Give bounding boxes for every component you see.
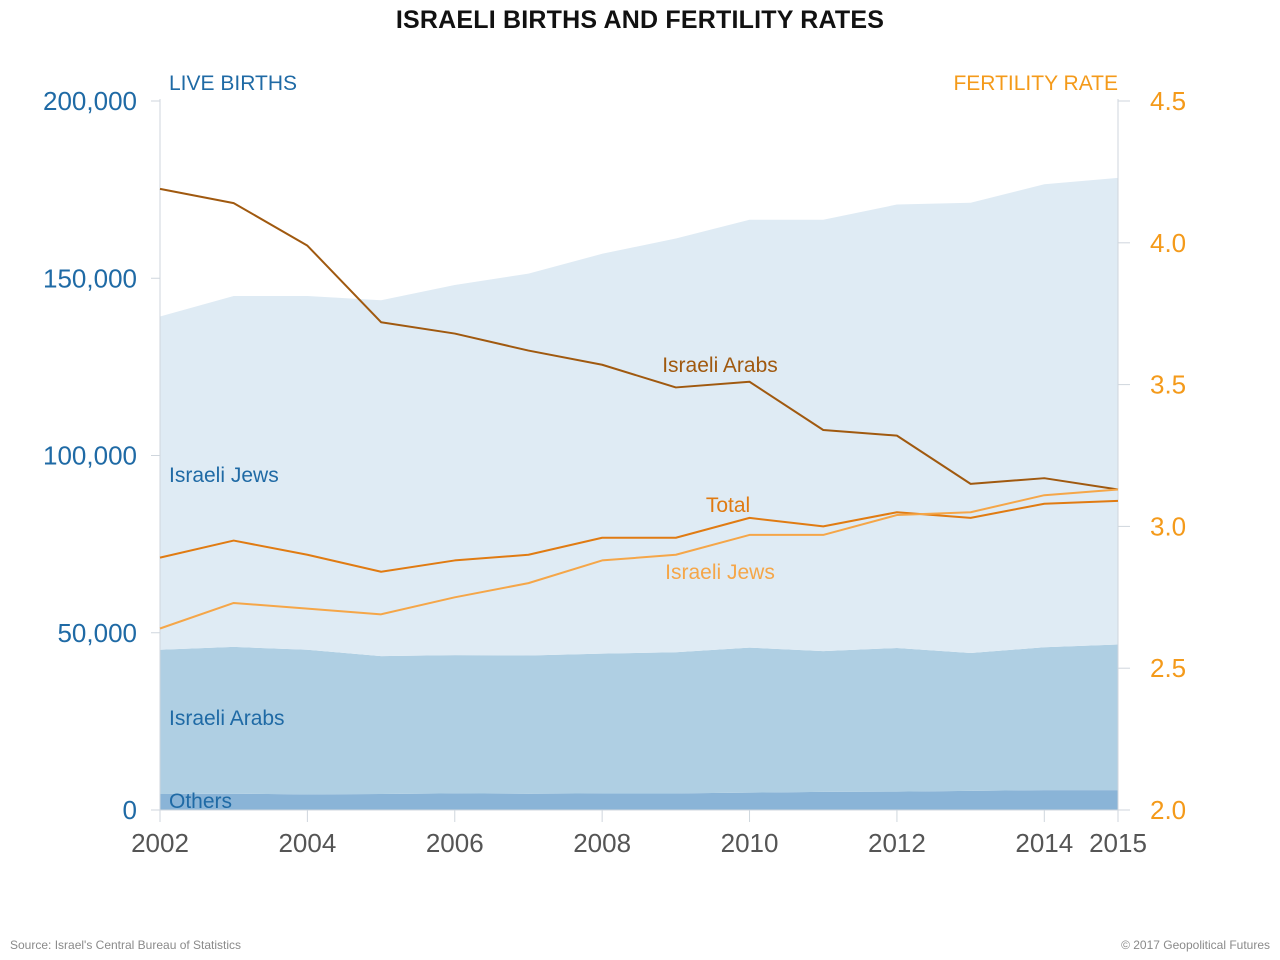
area-israeli-jews <box>160 177 1118 657</box>
right-tick-label: 3.5 <box>1150 370 1186 400</box>
x-tick-label: 2004 <box>278 828 336 858</box>
right-tick-label: 2.5 <box>1150 653 1186 683</box>
x-tick-label: 2006 <box>426 828 484 858</box>
left-tick-label: 150,000 <box>43 263 137 293</box>
right-tick-label: 3.0 <box>1150 511 1186 541</box>
axes-layer: 0 50,000 100,000 150,000 200,000 2.0 2.5 3.0 3.5… <box>43 86 1186 858</box>
x-tick-label: 2002 <box>131 828 189 858</box>
line-layer <box>159 187 1119 630</box>
copyright-note: © 2017 Geopolitical Futures <box>1121 938 1270 952</box>
left-axis-title: LIVE BIRTHS <box>169 72 297 95</box>
right-axis-title: FERTILITY RATE <box>953 72 1118 95</box>
x-tick-label: 2012 <box>868 828 926 858</box>
area-others <box>160 790 1118 810</box>
line-label-total: Total <box>706 494 750 517</box>
area-label-others: Others <box>169 790 232 813</box>
line-label-israeli-arabs: Israeli Arabs <box>662 354 778 377</box>
left-tick-label: 0 <box>123 795 137 825</box>
left-tick-label: 50,000 <box>57 618 137 648</box>
label-layer: LIVE BIRTHS FERTILITY RATE Others Israeli A… <box>169 72 1118 813</box>
right-tick-label: 4.0 <box>1150 228 1186 258</box>
x-tick-label: 2014 <box>1015 828 1073 858</box>
x-tick-label: 2015 <box>1089 828 1147 858</box>
area-label-israeli-arabs: Israeli Arabs <box>169 707 285 730</box>
left-tick-label: 200,000 <box>43 86 137 116</box>
x-tick-label: 2010 <box>721 828 779 858</box>
area-layer <box>160 177 1118 810</box>
area-label-israeli-jews: Israeli Jews <box>169 464 279 487</box>
chart-title: ISRAELI BIRTHS AND FERTILITY RATES <box>395 6 885 34</box>
left-tick-label: 100,000 <box>43 441 137 471</box>
line-israeli-jews <box>159 488 1119 630</box>
area-israeli-arabs <box>160 644 1118 795</box>
line-israeli-arabs <box>159 187 1119 491</box>
source-note: Source: Israel's Central Bureau of Stati… <box>10 938 242 952</box>
right-tick-label: 2.0 <box>1150 795 1186 825</box>
x-tick-label: 2008 <box>573 828 631 858</box>
right-tick-label: 4.5 <box>1150 86 1186 116</box>
line-total <box>159 499 1119 573</box>
line-label-israeli-jews: Israeli Jews <box>665 561 775 584</box>
